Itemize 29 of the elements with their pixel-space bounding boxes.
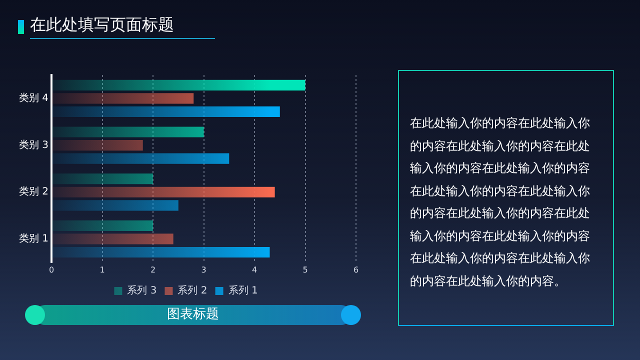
bar <box>52 174 154 184</box>
text: 在此处填写页面标题 <box>30 15 215 39</box>
bar <box>52 80 306 90</box>
y-tick-label: 类别 4 <box>18 92 49 104</box>
bar <box>52 140 143 151</box>
y-tick-label: 类别 1 <box>18 232 49 245</box>
text: 在此处输入你的内容在此处输入你的内容在此处输入你的内容在此处输入你的内容在此处输入你的内容在此处输入你的内容在此处输入你的内容在此处输入你的内容在此处输入你的内容在此处输入你的内容在此处输入你的内容在此处输入你的内容在此处输入你的内容。 <box>410 115 591 290</box>
bar <box>52 200 178 211</box>
x-tick-label: 4 <box>252 265 258 274</box>
text: 图表标题 <box>166 306 220 324</box>
x-tick-label: 2 <box>150 265 156 274</box>
legend-label: 系列 2 <box>178 284 208 297</box>
y-tick-label: 类别 2 <box>18 186 49 198</box>
x-tick-label: 0 <box>48 265 54 274</box>
y-tick-label: 类别 3 <box>18 138 49 151</box>
bar <box>52 246 270 258</box>
x-tick-label: 1 <box>100 265 105 274</box>
bar <box>52 234 174 244</box>
bar <box>52 153 230 164</box>
x-tick-label: 6 <box>353 265 359 274</box>
x-tick-label: 5 <box>302 265 308 274</box>
bar <box>52 126 204 138</box>
bar <box>52 220 154 232</box>
bar <box>52 186 275 198</box>
bar <box>52 93 194 104</box>
bar <box>52 106 280 118</box>
x-tick-label: 3 <box>201 265 206 274</box>
legend-label: 系列 1 <box>228 284 258 297</box>
legend-label: 系列 3 <box>127 284 157 297</box>
